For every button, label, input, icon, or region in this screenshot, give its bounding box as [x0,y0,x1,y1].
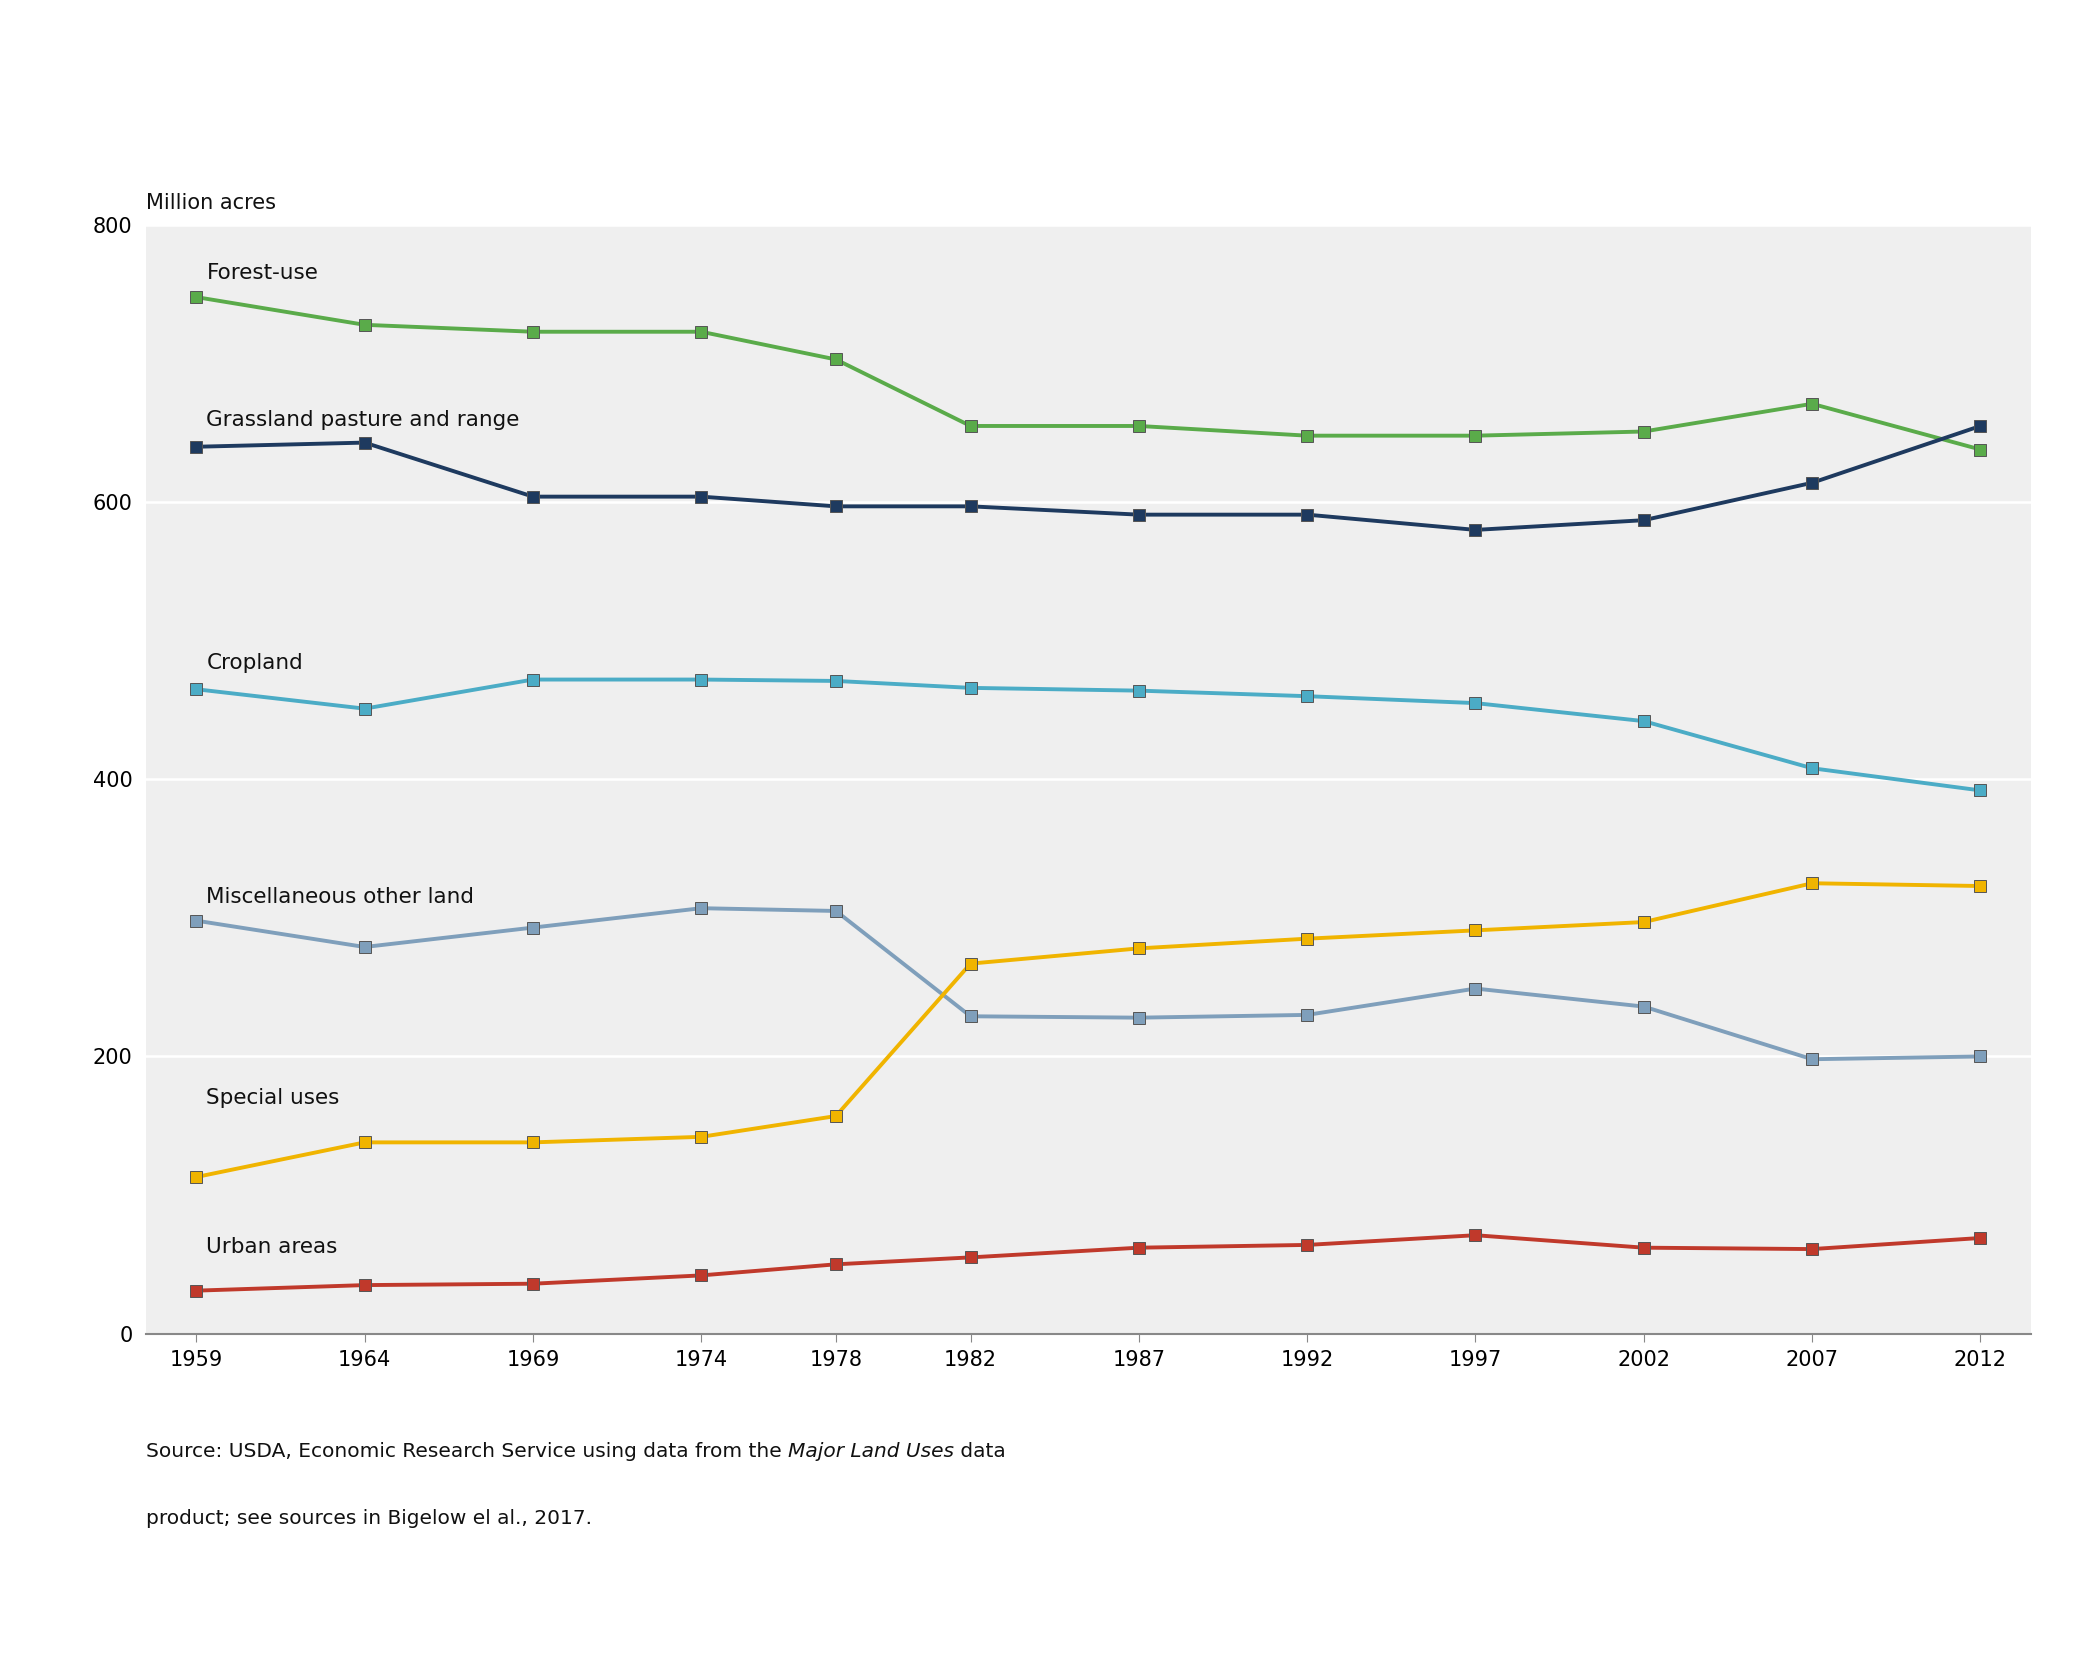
Text: Forest-use: Forest-use [206,263,319,283]
Text: Urban areas: Urban areas [206,1237,337,1257]
Text: data: data [954,1442,1006,1460]
Text: Cropland: Cropland [206,652,304,672]
Text: Major uses of land in the United States, 1959-2012: Major uses of land in the United States,… [52,80,1250,122]
Text: product; see sources in Bigelow el al., 2017.: product; see sources in Bigelow el al., … [146,1509,592,1527]
Text: Special uses: Special uses [206,1089,340,1109]
Text: Miscellaneous other land: Miscellaneous other land [206,887,475,907]
Text: Major Land Uses: Major Land Uses [787,1442,954,1460]
Text: Source: USDA, Economic Research Service using data from the: Source: USDA, Economic Research Service … [146,1442,787,1460]
Text: Grassland pasture and range: Grassland pasture and range [206,410,521,430]
Text: Million acres: Million acres [146,193,275,213]
